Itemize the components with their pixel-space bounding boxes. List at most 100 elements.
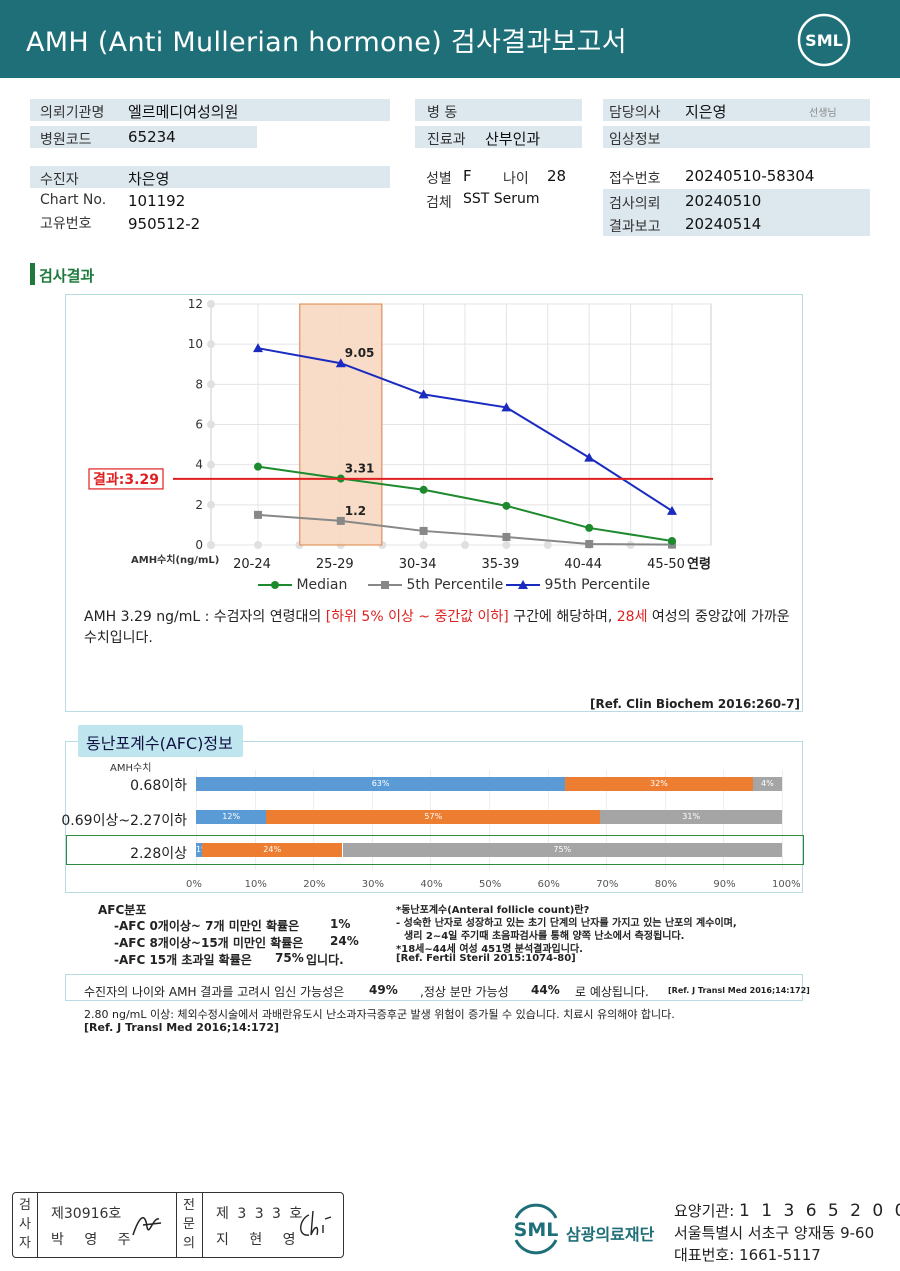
pregnancy-panel — [65, 974, 803, 1001]
specialist-title: 전문의 — [183, 1198, 195, 1251]
afc-def-3: 생리 2~4일 주기때 초음파검사를 통해 양쪽 난소에서 측정됩니다. — [404, 931, 685, 942]
legend-5th-label: 5th Percentile — [406, 577, 504, 593]
chart-grid — [207, 300, 712, 549]
uid-label: 고유번호 — [40, 216, 92, 232]
pregnancy-text-1: 수진자의 나이와 AMH 결과를 고려시 임신 가능성은 — [84, 985, 345, 999]
footer-phone: 대표번호: 1661-5117 — [674, 1244, 821, 1265]
y-grid-dot — [207, 541, 215, 549]
data-point — [585, 523, 594, 532]
sign-divider-2 — [176, 1193, 177, 1257]
doctor-value: 지은영 — [685, 103, 727, 121]
afc-def-2: - 성숙한 난자로 성장하고 있는 초기 단계의 난자를 가지고 있는 난포의 … — [396, 918, 737, 929]
specimen-label: 검체 — [426, 195, 452, 211]
y-grid-dot — [207, 300, 215, 308]
afc-x-tick-label: 50% — [479, 879, 502, 890]
afc-x-tick-label: 90% — [713, 879, 736, 890]
y-tick-label: 10 — [188, 337, 203, 351]
specimen-value: SST Serum — [463, 191, 540, 207]
afc-x-tick-label: 0% — [186, 879, 202, 890]
afc-bar-segment: 12% — [196, 810, 267, 824]
x-ticks: 20-24 25-29 30-34 35-39 40-44 45-50 — [233, 557, 685, 572]
svg-text:SML: SML — [514, 1219, 559, 1241]
sign-divider-3 — [202, 1193, 203, 1257]
patient-value: 차은영 — [128, 170, 170, 188]
footer-org-name: 삼광의료재단 — [566, 1225, 655, 1244]
data-label: 9.05 — [345, 346, 375, 360]
afc-dist-line-1: -AFC 0개이상~ 7개 미만인 확률은 — [114, 919, 300, 933]
y-tick-label: 12 — [188, 297, 203, 311]
svg-text:SML: SML — [805, 31, 843, 50]
afc-x-tick-label: 20% — [303, 879, 326, 890]
x-tick-label: 45-50 — [647, 557, 685, 572]
data-point — [667, 505, 677, 515]
chart-no-label: Chart No. — [40, 192, 107, 208]
afc-bar-segment: 24% — [201, 843, 343, 857]
x-grid-dot — [461, 541, 469, 549]
x-grid-dot — [254, 541, 262, 549]
legend-95th-marker — [506, 580, 540, 589]
afc-x-tick-label: 30% — [361, 879, 385, 890]
signature-box: 검사자 제30916호 박 영 주 전문의 제 3 3 3 호 지 현 영 — [12, 1192, 344, 1258]
result-label: 결과:3.29 — [93, 471, 159, 488]
examiner-signature — [132, 1217, 162, 1236]
data-point — [501, 402, 512, 412]
afc-row-label-1: 0.68이하 — [130, 778, 187, 794]
desc-age: 28세 — [616, 609, 648, 625]
afc-dist-line-2: -AFC 8개이상~15개 미만인 확률은 — [114, 936, 304, 950]
y-grid-dot — [207, 420, 215, 429]
y-grid-dot — [207, 460, 215, 469]
hospital-code-value: 65234 — [128, 128, 176, 146]
afc-dist-line-3: -AFC 15개 초과일 확률은 — [114, 953, 252, 967]
data-point — [502, 532, 511, 541]
uid-value: 950512-2 — [128, 215, 201, 233]
x-tick-label: 30-34 — [399, 557, 437, 572]
pregnancy-value-2: 44% — [531, 983, 560, 997]
report-header: AMH (Anti Mullerian hormone) 검사결과보고서 SML — [0, 0, 900, 78]
legend-95th-label: 95th Percentile — [544, 577, 651, 593]
examiner-no: 제30916호 — [51, 1206, 122, 1222]
afc-x-tick-label: 80% — [654, 879, 678, 890]
age-value: 28 — [547, 167, 567, 185]
legend-median: Median — [258, 577, 347, 593]
afc-x-tick-label: 100% — [772, 879, 801, 890]
afc-dist-value-3: 75% — [275, 951, 304, 965]
y-ticks: 0 2 4 6 8 10 12 — [188, 297, 203, 552]
result-ref: [Ref. Clin Biochem 2016:260-7] — [590, 697, 800, 711]
section-marker — [30, 263, 35, 285]
sex-value: F — [463, 167, 472, 185]
clinical-row: 임상정보 — [603, 126, 870, 148]
data-point — [584, 452, 595, 462]
data-point — [254, 510, 262, 519]
hospital-code-row: 병원코드 65234 — [30, 126, 257, 148]
data-point — [585, 539, 594, 548]
afc-x-tick-label: 70% — [596, 879, 619, 890]
sex-label: 성별 — [426, 171, 452, 187]
footer-code-value: 1 1 3 6 5 2 0 0 — [739, 1201, 900, 1221]
report-label: 결과보고 — [609, 219, 661, 235]
doctor-label: 담당의사 — [609, 105, 661, 121]
afc-highlight-row — [66, 835, 804, 865]
examiner-name: 박 영 주 — [51, 1232, 139, 1248]
ward-row: 병 동 — [415, 99, 582, 121]
legend-95th: 95th Percentile — [506, 577, 650, 593]
dates-block: 검사의뢰 20240510 결과보고 20240514 — [603, 189, 870, 236]
desc-part3: 여성의 중앙값에 가까운 수치입니다. — [84, 609, 790, 646]
ohss-ref: [Ref. J Transl Med 2016;14:172] — [84, 1021, 280, 1034]
data-point — [336, 516, 345, 525]
desc-range: [하위 5% 이상 ~ 중간값 이하] — [325, 609, 509, 625]
doctor-row: 담당의사 지은영 선생님 — [603, 99, 870, 121]
desc-part2: 구간에 해당하며, — [508, 609, 617, 625]
afc-bar-segment: 1% — [196, 843, 202, 857]
y-axis-label: AMH수치(ng/mL) — [131, 553, 219, 566]
data-point — [419, 485, 428, 494]
x-axis-label: 연령 — [687, 557, 711, 572]
data-label: 1.2 — [345, 504, 366, 518]
dept-value: 산부인과 — [485, 130, 541, 148]
sign-divider-1 — [37, 1193, 38, 1257]
afc-dist-value-1: 1% — [330, 917, 351, 931]
data-point — [253, 343, 263, 353]
patient-row: 수진자 차은영 — [30, 166, 390, 188]
x-grid-dot — [419, 541, 428, 549]
afc-gridline — [782, 770, 783, 870]
afc-bar-segment: 57% — [266, 810, 601, 824]
